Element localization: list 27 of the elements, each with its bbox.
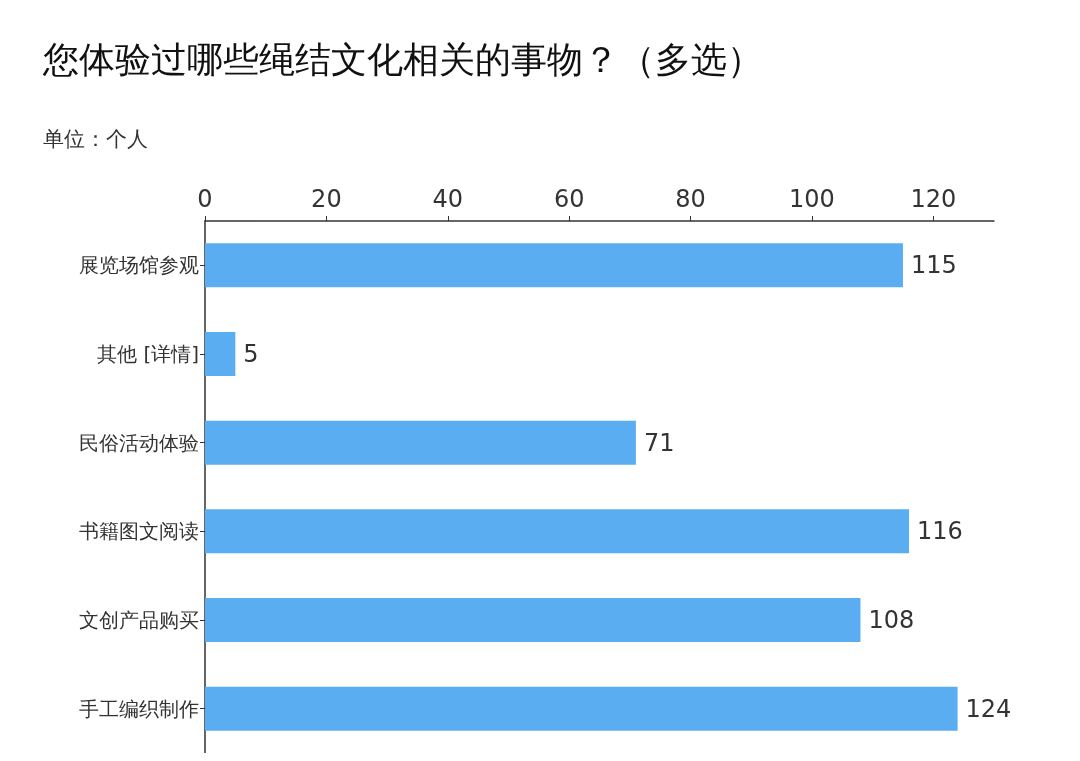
data-label: 115 — [910, 251, 957, 280]
y-tick-label: 展览场馆参观 — [79, 253, 199, 278]
bar — [205, 598, 861, 642]
x-tick-label: 60 — [553, 185, 585, 213]
data-label: 116 — [917, 517, 963, 546]
y-tick-label: 书籍图文阅读 — [79, 519, 199, 544]
x-tick-label: 100 — [789, 185, 835, 213]
x-tick-label: 20 — [311, 185, 342, 213]
bar — [205, 420, 636, 465]
chart-title: 您体验过哪些绳结文化相关的事物？（多选） — [42, 38, 763, 80]
bar — [205, 243, 903, 288]
y-tick-label: 文创产品购买 — [79, 608, 199, 632]
bar — [205, 686, 958, 731]
data-label: 124 — [965, 694, 1012, 723]
y-tick-label: 民俗活动体验 — [79, 430, 199, 455]
bar — [205, 509, 910, 554]
x-tick-label: 80 — [675, 185, 706, 213]
x-tick-label: 120 — [910, 185, 957, 213]
chart-subtitle: 单位：个人 — [43, 126, 148, 151]
y-tick-label: 其他 [详情] — [97, 342, 199, 366]
x-tick-label: 0 — [197, 185, 213, 213]
data-label: 108 — [868, 606, 915, 634]
data-label: 71 — [643, 428, 675, 457]
bar — [205, 332, 236, 376]
y-tick-label: 手工编织制作 — [79, 696, 199, 721]
data-label: 5 — [243, 340, 259, 368]
x-tick-label: 40 — [432, 185, 464, 213]
